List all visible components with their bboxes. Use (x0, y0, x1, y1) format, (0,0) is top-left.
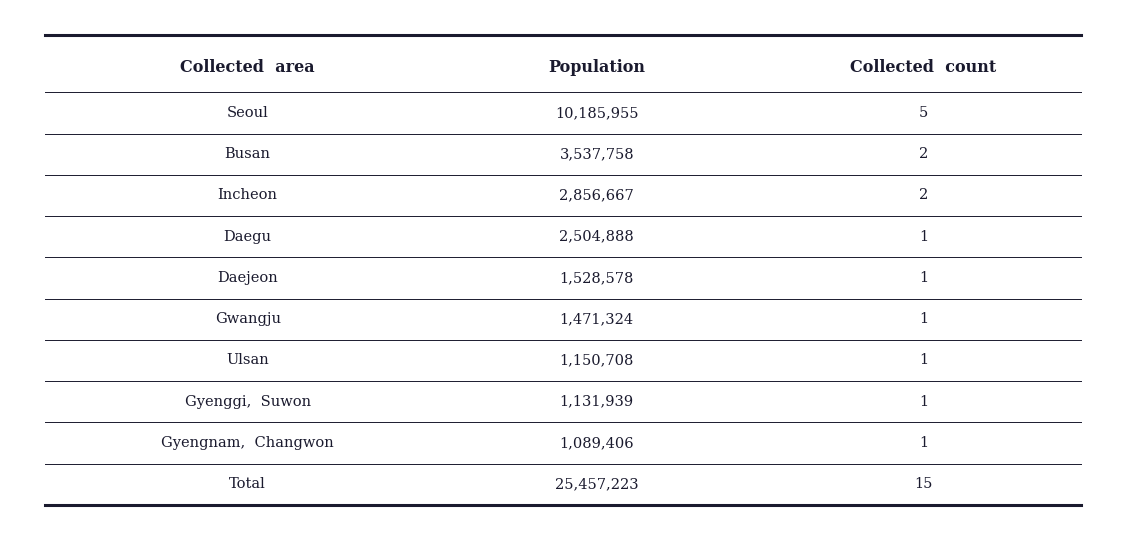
Text: Population: Population (548, 59, 645, 76)
Text: Incheon: Incheon (217, 188, 278, 202)
Text: 1: 1 (919, 312, 928, 326)
Text: 1: 1 (919, 271, 928, 285)
Text: Total: Total (230, 477, 266, 491)
Text: Gyengnam,  Changwon: Gyengnam, Changwon (161, 436, 334, 450)
Text: 2,504,888: 2,504,888 (560, 230, 634, 244)
Text: 1: 1 (919, 230, 928, 244)
Text: 1,471,324: 1,471,324 (560, 312, 634, 326)
Text: 5: 5 (919, 106, 928, 120)
Text: Daejeon: Daejeon (217, 271, 278, 285)
Text: 25,457,223: 25,457,223 (555, 477, 638, 491)
Text: Gwangju: Gwangju (215, 312, 280, 326)
Text: Ulsan: Ulsan (226, 353, 269, 367)
Text: 1,150,708: 1,150,708 (560, 353, 634, 367)
Text: Seoul: Seoul (226, 106, 269, 120)
Text: Collected  area: Collected area (180, 59, 315, 76)
Text: Busan: Busan (225, 147, 270, 161)
Text: 1: 1 (919, 436, 928, 450)
Text: 1,089,406: 1,089,406 (560, 436, 634, 450)
Text: Daegu: Daegu (224, 230, 271, 244)
Text: 2: 2 (919, 147, 928, 161)
Text: Gyenggi,  Suwon: Gyenggi, Suwon (185, 395, 311, 409)
Text: 1,131,939: 1,131,939 (560, 395, 634, 409)
Text: 1: 1 (919, 395, 928, 409)
Text: 10,185,955: 10,185,955 (555, 106, 638, 120)
Text: 2: 2 (919, 188, 928, 202)
Text: 15: 15 (914, 477, 932, 491)
Text: 2,856,667: 2,856,667 (560, 188, 634, 202)
Text: 3,537,758: 3,537,758 (560, 147, 634, 161)
Text: 1: 1 (919, 353, 928, 367)
Text: 1,528,578: 1,528,578 (560, 271, 634, 285)
Text: Collected  count: Collected count (850, 59, 997, 76)
